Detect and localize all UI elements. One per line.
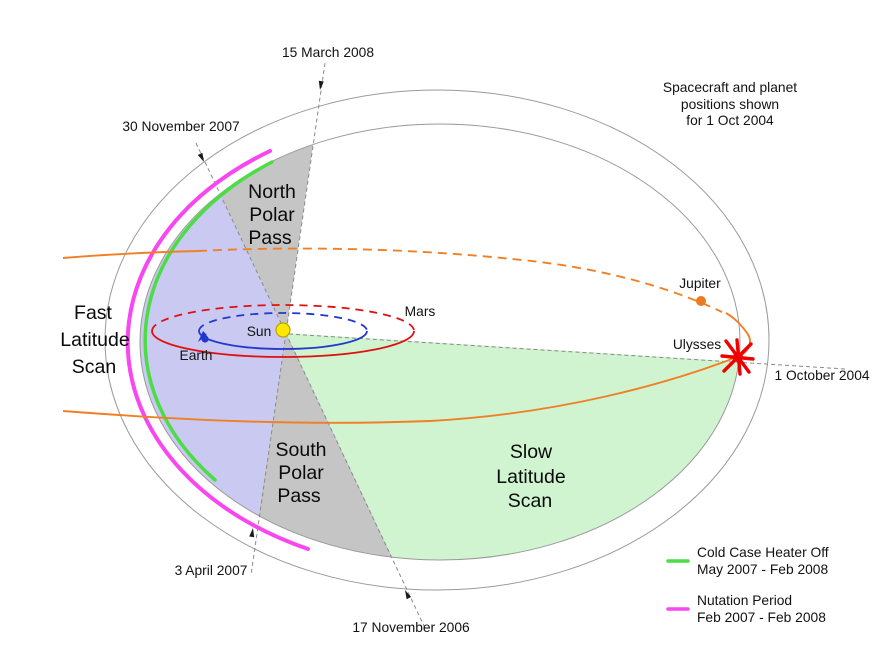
trajectory-top-near-segment <box>62 250 199 259</box>
legend-heater-line2: May 2007 - Feb 2008 <box>697 562 828 577</box>
slow-latitude-scan-line2: Latitude <box>496 466 565 488</box>
inner-boundary-ellipse <box>139 123 741 561</box>
mars-orbit-near <box>151 330 415 358</box>
north-polar-pass-line1: North <box>248 181 296 203</box>
slow-latitude-scan-line1: Slow <box>510 441 553 463</box>
arrowhead-30-november <box>197 152 204 162</box>
earth-orbit-far <box>198 312 368 332</box>
legend-nutation-line2: Feb 2007 - Feb 2008 <box>697 610 826 625</box>
date-label-north-pass-start: 30 November 2007 <box>122 119 239 134</box>
arrowhead-15-march <box>318 80 324 90</box>
north-polar-pass-region <box>147 124 328 333</box>
earth-marker <box>201 335 209 343</box>
outer-boundary-ellipse <box>104 89 770 591</box>
arrowhead-17-november <box>405 590 412 600</box>
date-label-position: 1 October 2004 <box>774 368 869 383</box>
fast-latitude-scan-label: Fast Latitude Scan <box>60 302 129 378</box>
mars-orbit <box>151 304 415 358</box>
cold-case-heater-arc <box>143 160 274 482</box>
fast-latitude-scan-line1: Fast <box>74 302 113 324</box>
nutation-period-arc <box>125 149 310 551</box>
south-polar-pass-region <box>238 333 436 560</box>
jupiter-label: Jupiter <box>679 276 721 291</box>
sun-label: Sun <box>247 324 272 339</box>
positions-note-line1: Spacecraft and planet <box>663 80 797 95</box>
jupiter-marker <box>696 296 706 306</box>
positions-note-line2: positions shown <box>681 97 779 112</box>
sun-ulysses-line <box>288 333 846 370</box>
slow-latitude-scan-line3: Scan <box>508 490 552 512</box>
mars-label: Mars <box>405 304 436 319</box>
north-polar-pass-line3: Pass <box>248 227 292 249</box>
trajectory-near-segment <box>62 312 751 424</box>
mars-orbit-far <box>151 304 415 332</box>
date-label-aphelion: 17 November 2006 <box>352 620 470 635</box>
fast-latitude-scan-line2: Latitude <box>60 329 129 351</box>
north-south-boundary-line-b <box>195 142 426 629</box>
date-label-north-crossing: 15 March 2008 <box>282 45 374 60</box>
legend-nutation-line1: Nutation Period <box>697 593 792 608</box>
south-polar-pass-line2: Polar <box>278 462 324 484</box>
ulysses-label: Ulysses <box>673 337 721 352</box>
fast-latitude-scan-line3: Scan <box>72 356 116 378</box>
ulysses-trajectory <box>62 247 751 424</box>
date-label-south-pass-start: 3 April 2007 <box>175 563 248 578</box>
pointer-arrowheads <box>197 80 412 600</box>
arrowhead-3-april <box>249 528 255 538</box>
south-polar-pass-label: South Polar Pass <box>276 439 327 507</box>
ulysses-marker-center <box>733 352 743 362</box>
north-polar-pass-label: North Polar Pass <box>248 181 296 249</box>
legend-heater-line1: Cold Case Heater Off <box>697 545 829 560</box>
south-polar-pass-line1: South <box>276 439 327 461</box>
south-polar-pass-line3: Pass <box>277 485 321 507</box>
sun-marker <box>275 322 291 338</box>
positions-note: Spacecraft and planet positions shown fo… <box>663 80 797 128</box>
earth-label: Earth <box>180 348 213 363</box>
slow-latitude-scan-label: Slow Latitude Scan <box>496 441 565 512</box>
north-polar-pass-line2: Polar <box>249 204 295 226</box>
positions-note-line3: for 1 Oct 2004 <box>686 113 774 128</box>
trajectory-far-dashed-segment <box>197 247 723 313</box>
north-south-boundary-line-a <box>250 62 326 576</box>
legend: Cold Case Heater Off May 2007 - Feb 2008… <box>666 545 829 625</box>
